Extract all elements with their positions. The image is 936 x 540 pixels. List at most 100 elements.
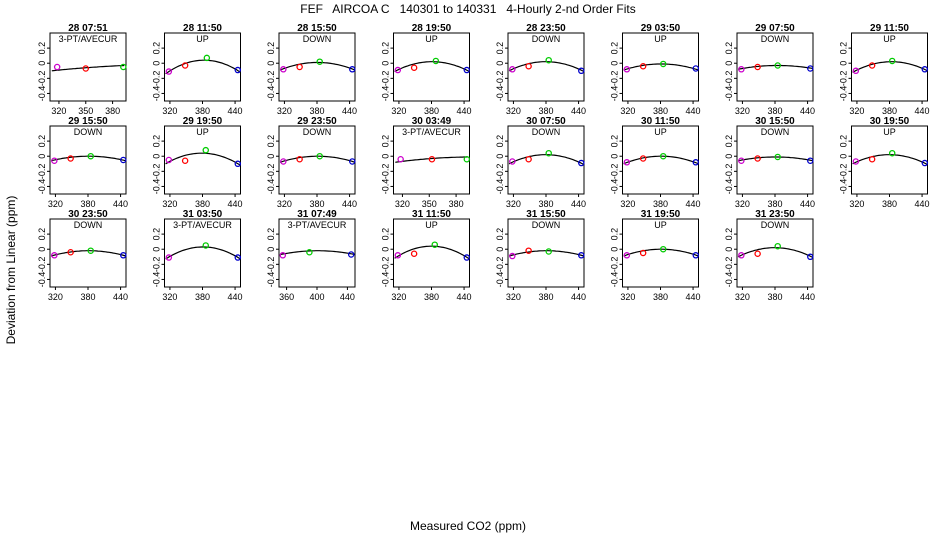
y-tick-label: 0 xyxy=(610,154,620,159)
x-tick-label: 380 xyxy=(882,106,897,116)
y-tick-label: -0.2 xyxy=(381,71,391,87)
panel-label: UP xyxy=(654,34,667,44)
y-tick-label: 0.2 xyxy=(37,42,47,55)
y-tick-label: 0.2 xyxy=(610,42,620,55)
y-tick-label: -0.4 xyxy=(610,179,620,195)
panel-title: 29 23:50 xyxy=(297,116,337,127)
data-point xyxy=(692,65,700,72)
y-tick-label: -0.2 xyxy=(610,257,620,273)
y-tick-label: -0.2 xyxy=(37,164,47,180)
x-tick-label: 440 xyxy=(571,106,586,116)
panel-title: 31 15:50 xyxy=(526,209,566,220)
x-tick-label: 380 xyxy=(767,199,782,209)
data-point xyxy=(463,66,471,74)
y-tick-label: 0 xyxy=(839,61,849,66)
fit-curve xyxy=(394,61,470,73)
x-tick-label: 440 xyxy=(342,106,357,116)
data-point xyxy=(807,157,814,165)
y-tick-label: -0.4 xyxy=(37,86,47,102)
data-point xyxy=(53,63,61,71)
x-tick-label: 380 xyxy=(309,199,324,209)
fit-curve xyxy=(165,59,241,75)
panel-title: 29 19:50 xyxy=(183,116,223,127)
x-tick-label: 380 xyxy=(538,199,553,209)
x-tick-label: 440 xyxy=(228,199,243,209)
y-tick-label: -0.2 xyxy=(839,164,849,180)
data-point xyxy=(203,54,211,62)
data-point xyxy=(692,252,700,259)
panel-label: UP xyxy=(425,220,438,230)
panel-title: 31 23:50 xyxy=(755,209,795,220)
y-tick-label: -0.4 xyxy=(724,86,734,102)
x-tick-label: 380 xyxy=(195,292,210,302)
data-point xyxy=(545,149,552,157)
y-tick-label: -0.4 xyxy=(152,179,162,195)
x-tick-label: 320 xyxy=(735,199,750,209)
x-tick-label: 320 xyxy=(277,199,292,209)
y-tick-label: 0 xyxy=(152,61,162,66)
x-tick-label: 380 xyxy=(767,292,782,302)
data-point xyxy=(394,252,402,259)
x-tick-label: 320 xyxy=(849,199,864,209)
y-tick-label: 0 xyxy=(495,154,505,159)
panel-label: 3-PT/AVECUR xyxy=(59,34,118,44)
data-point xyxy=(774,242,781,250)
x-tick-label: 380 xyxy=(653,199,668,209)
data-point xyxy=(868,155,876,163)
data-point xyxy=(623,66,631,73)
data-point xyxy=(888,57,896,65)
data-point xyxy=(525,247,532,254)
y-tick-label: -0.4 xyxy=(495,272,505,288)
x-tick-label: 320 xyxy=(506,106,521,116)
y-tick-label: 0.2 xyxy=(724,42,734,55)
y-tick-label: 0.2 xyxy=(839,135,849,148)
data-point xyxy=(67,248,74,256)
y-tick-label: 0.2 xyxy=(381,228,391,241)
x-tick-label: 360 xyxy=(279,292,294,302)
data-point xyxy=(120,63,127,71)
y-tick-label: 0 xyxy=(495,247,505,252)
y-tick-label: 0.2 xyxy=(266,42,276,55)
x-tick-label: 440 xyxy=(800,292,815,302)
y-tick-label: 0.2 xyxy=(381,42,391,55)
fit-curve xyxy=(395,156,468,163)
data-point xyxy=(659,60,667,68)
y-tick-label: -0.4 xyxy=(381,86,391,102)
x-tick-label: 320 xyxy=(277,106,292,116)
data-point xyxy=(509,158,516,165)
data-point xyxy=(659,245,667,253)
data-point xyxy=(82,65,90,72)
x-tick-label: 440 xyxy=(571,292,586,302)
panel-label: UP xyxy=(654,220,667,230)
data-point xyxy=(754,63,761,71)
y-tick-label: -0.4 xyxy=(495,86,505,102)
x-tick-label: 440 xyxy=(113,292,128,302)
fit-curve xyxy=(508,154,585,166)
y-tick-label: 0.2 xyxy=(37,228,47,241)
y-tick-label: 0 xyxy=(152,247,162,252)
x-tick-label: 440 xyxy=(457,106,472,116)
data-point xyxy=(120,252,127,259)
x-tick-label: 320 xyxy=(162,292,177,302)
data-point xyxy=(807,253,814,261)
x-tick-label: 380 xyxy=(424,292,439,302)
x-tick-label: 380 xyxy=(80,292,95,302)
panel-label: DOWN xyxy=(761,220,790,230)
y-tick-label: 0.2 xyxy=(724,228,734,241)
x-tick-label: 320 xyxy=(506,292,521,302)
fit-curve xyxy=(280,250,356,256)
x-tick-label: 440 xyxy=(800,106,815,116)
fit-curve xyxy=(737,247,814,259)
x-tick-label: 440 xyxy=(340,292,355,302)
data-point xyxy=(165,254,173,261)
x-tick-label: 440 xyxy=(686,292,701,302)
x-tick-label: 350 xyxy=(78,106,93,116)
